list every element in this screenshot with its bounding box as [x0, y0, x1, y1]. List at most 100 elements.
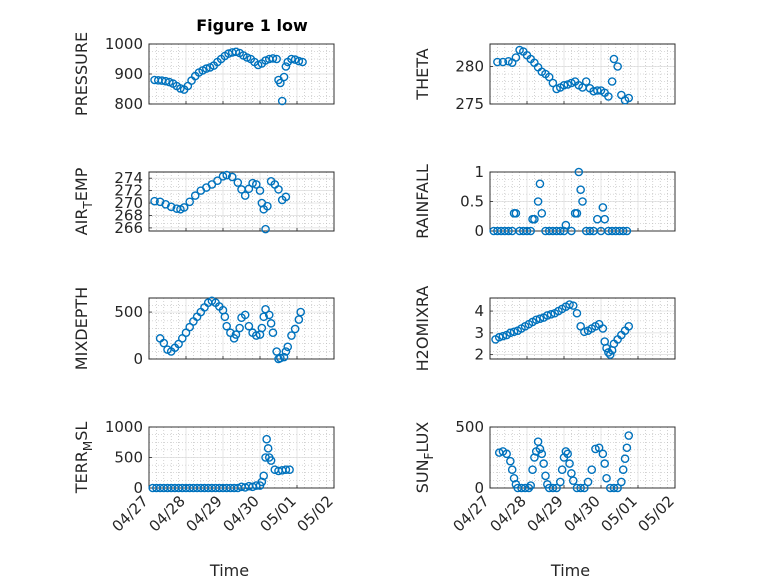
data-point: [240, 191, 250, 200]
data-point: [264, 310, 274, 320]
x-tick-label: 04/30: [220, 492, 263, 535]
data-point: [580, 483, 589, 493]
data-point: [266, 456, 276, 465]
y-tick-label: 1: [474, 163, 484, 181]
axis-box: [148, 297, 335, 360]
data-point: [298, 57, 307, 67]
data-point: [493, 57, 502, 67]
data-point: [559, 80, 569, 90]
data-point: [572, 308, 582, 318]
data-point: [526, 226, 536, 236]
data-point: [257, 323, 267, 333]
data-point: [498, 57, 508, 67]
data-point: [161, 76, 170, 86]
data-point: [150, 196, 159, 206]
data-point: [531, 315, 541, 325]
data-point: [504, 226, 513, 236]
y-axis-label: RAINFALL: [413, 164, 432, 239]
y-tick-label: 0.5: [460, 193, 484, 211]
data-point: [240, 310, 250, 320]
data-point: [281, 192, 291, 202]
subplot-terr-msl: 0 500 1000 TERRMSL 04/2704/2804/2904/3005/01…: [72, 418, 337, 580]
subplot-mixdepth: 0 500 MIXDEPTH: [72, 287, 335, 370]
data-point: [600, 459, 610, 468]
data-point: [526, 481, 536, 490]
data-point: [263, 444, 273, 453]
data-point: [576, 483, 585, 493]
data-point: [572, 208, 582, 218]
data-point: [268, 54, 278, 63]
y-tick-label: 270: [114, 194, 143, 212]
axis-box: [489, 426, 676, 489]
data-point: [543, 311, 552, 320]
data-point: [506, 456, 515, 466]
subplot-pressure: 800 900 1000 PRESSURE: [72, 32, 335, 116]
data-point: [279, 352, 289, 362]
y-tick-label: 0: [133, 479, 143, 497]
data-point: [624, 431, 634, 440]
x-tick-label: 05/01: [257, 492, 300, 535]
subplot-sun-flux: 0 500 SUNFLUX 04/2704/2804/2904/3005/0105/0…: [413, 418, 678, 580]
subplot-theta: 275 280 THETA: [413, 43, 676, 113]
axis-box: [489, 43, 676, 105]
data-point: [624, 322, 634, 331]
axis-box: [489, 297, 676, 360]
data-point: [605, 350, 615, 359]
data-point: [261, 224, 270, 234]
data-point: [537, 449, 547, 459]
y-tick-label: 900: [114, 65, 143, 83]
data-point: [552, 483, 561, 493]
data-point: [276, 353, 285, 363]
axis-box: [148, 43, 335, 105]
x-tick-label: 04/28: [487, 492, 530, 535]
data-point: [556, 477, 565, 487]
data-point: [598, 449, 608, 459]
data-point: [557, 465, 567, 475]
y-axis-label: MIXDEPTH: [72, 287, 91, 370]
y-tick-label: 268: [114, 206, 143, 224]
y-tick-label: 280: [455, 58, 484, 76]
subplot-h2omixra: 2 3 4 H2OMIXRA: [413, 286, 676, 371]
data-point: [609, 54, 619, 64]
y-tick-label: 500: [455, 418, 484, 436]
y-tick-label: 2: [474, 346, 484, 364]
data-point: [268, 328, 278, 338]
data-point: [522, 226, 532, 236]
data-point: [602, 473, 611, 483]
data-point: [498, 331, 508, 341]
data-point: [263, 201, 272, 211]
y-tick-label: 275: [455, 95, 484, 113]
data-point: [222, 170, 231, 180]
x-axis-label: Time: [209, 561, 249, 580]
data-point: [294, 315, 304, 324]
data-point: [587, 465, 597, 475]
data-point: [539, 459, 548, 468]
data-point: [535, 314, 545, 323]
data-point: [535, 444, 545, 454]
x-tick-label: 04/27: [109, 492, 152, 535]
data-point: [259, 471, 269, 481]
data-point: [578, 197, 587, 206]
x-tick-label: 04/29: [524, 492, 567, 535]
data-point: [530, 214, 539, 224]
data-point: [528, 465, 537, 475]
data-point: [613, 62, 622, 71]
data-point: [524, 483, 534, 493]
data-point: [287, 54, 296, 64]
data-point: [509, 327, 519, 337]
data-point: [609, 483, 619, 493]
y-axis-label: THETA: [413, 48, 432, 100]
y-tick-label: 800: [114, 95, 143, 113]
data-point: [276, 78, 285, 88]
data-point: [511, 53, 521, 62]
axis-box: [148, 171, 335, 232]
x-tick-label: 04/28: [146, 492, 189, 535]
data-point: [546, 310, 556, 319]
x-tick-label: 04/29: [183, 492, 226, 535]
data-point: [565, 459, 574, 468]
data-point: [593, 86, 602, 95]
data-point: [548, 78, 558, 88]
y-axis-label: TERRMSL: [72, 422, 95, 495]
data-point: [285, 465, 294, 475]
